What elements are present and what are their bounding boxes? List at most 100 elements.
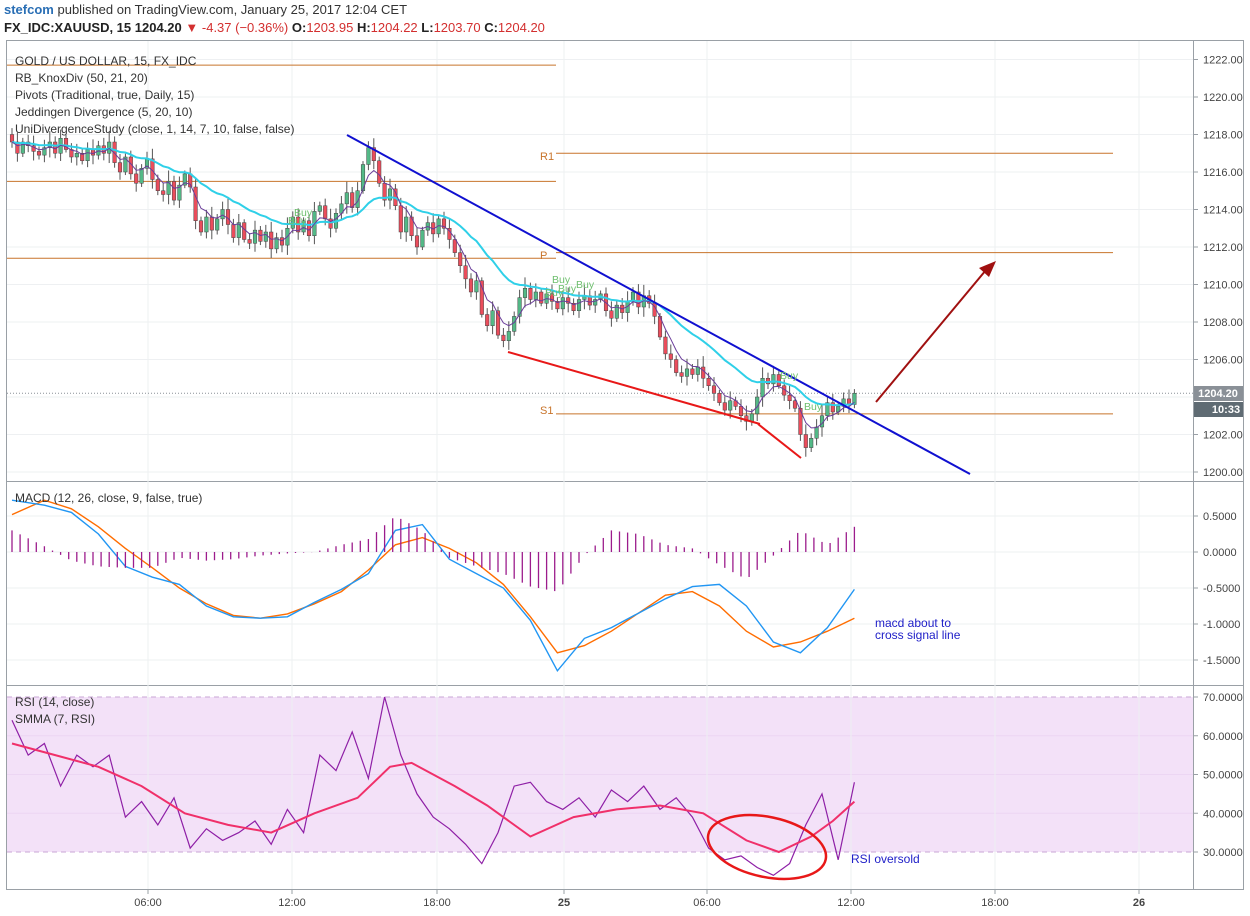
high-value: 1204.22: [370, 20, 418, 35]
y-tick-label: 1218.00: [1203, 130, 1243, 142]
price-axes[interactable]: 1200.001202.001204.001206.001208.001210.…: [1193, 55, 1243, 860]
price-change: -4.37 (−0.36%): [201, 20, 289, 35]
y-tick-label: 1220.00: [1203, 92, 1243, 104]
buy-label: Buy: [294, 207, 313, 219]
candle-body: [279, 237, 285, 246]
candle-body: [803, 434, 808, 448]
macd-line: [11, 499, 855, 673]
macd-annotation-line2: cross signal line: [875, 628, 961, 642]
candle-body: [452, 239, 457, 253]
symbol-name: FX_IDC:XAUUSD, 15: [4, 20, 132, 35]
candle-body: [112, 141, 117, 163]
candle-body: [668, 353, 673, 360]
candle-body: [614, 304, 619, 319]
x-tick-label: 26: [1133, 897, 1145, 909]
candle-body: [501, 334, 506, 341]
y-tick-label: 1208.00: [1203, 317, 1243, 329]
candle-body: [269, 231, 274, 250]
candle-body: [506, 331, 511, 341]
candle-body: [490, 310, 495, 326]
candle-body: [441, 218, 447, 229]
candle-body: [701, 366, 706, 379]
candle-body: [117, 162, 123, 173]
candle-body: [123, 156, 128, 173]
candle-body: [798, 408, 803, 435]
legend-pivots[interactable]: Pivots (Traditional, true, Daily, 15): [15, 88, 194, 102]
candle-body: [371, 147, 376, 161]
buy-label: Buy: [558, 283, 577, 295]
last-price-tag-label: 1204.20: [1198, 388, 1238, 400]
candle-body: [323, 205, 328, 220]
candle-body: [549, 293, 555, 302]
candle-body: [738, 406, 744, 416]
y-tick-label: 1214.00: [1203, 205, 1243, 217]
candle-body: [42, 147, 47, 156]
legend-knoxdiv[interactable]: RB_KnoxDiv (50, 21, 20): [15, 71, 148, 85]
candle-body: [566, 297, 571, 304]
candle-body: [236, 222, 241, 238]
author-name[interactable]: stefcom: [4, 2, 54, 17]
indicator-lines: [11, 141, 855, 429]
macd-legend[interactable]: MACD (12, 26, close, 9, false, true): [15, 491, 202, 505]
y-tick-label: 1212.00: [1203, 242, 1243, 254]
candle-body: [571, 303, 576, 311]
candle-body: [366, 147, 371, 165]
candle-body: [31, 145, 36, 152]
candle-body: [749, 413, 754, 422]
candle-body: [317, 205, 322, 212]
candle-body: [74, 153, 79, 158]
macd-tick-label: 0.0000: [1203, 547, 1237, 559]
candle-body: [247, 239, 252, 244]
candle-body: [242, 222, 247, 240]
trendline-blue[interactable]: [346, 134, 971, 475]
candle-body: [171, 181, 177, 201]
candle-body: [193, 186, 198, 221]
rsi-legend[interactable]: RSI (14, close): [15, 695, 94, 709]
arrowhead-icon: [979, 261, 996, 277]
rsi-tick-label: 40.0000: [1203, 808, 1243, 820]
candle-body: [717, 393, 722, 403]
chart-frame: [6, 40, 1244, 890]
x-tick-label: 12:00: [278, 897, 306, 909]
candle-body: [377, 160, 382, 184]
rsi-tick-label: 30.0000: [1203, 847, 1243, 859]
buy-label: Buy: [780, 370, 799, 382]
candle-body: [220, 209, 225, 220]
legend-symbol[interactable]: GOLD / US DOLLAR, 15, FX_IDC: [15, 54, 197, 68]
candle-body: [198, 220, 204, 233]
candle-body: [576, 299, 582, 311]
candles: [9, 128, 857, 457]
y-tick-label: 1216.00: [1203, 167, 1243, 179]
candle-body: [458, 252, 463, 266]
candle-body: [252, 229, 258, 244]
legend-jeddingen[interactable]: Jeddingen Divergence (5, 20, 10): [15, 105, 192, 119]
candle-body: [841, 398, 846, 407]
low-value: 1203.70: [433, 20, 481, 35]
candle-body: [468, 278, 474, 293]
candle-body: [809, 438, 814, 448]
buy-label: Buy: [804, 401, 823, 413]
legend-unidivergence[interactable]: UniDivergenceStudy (close, 1, 14, 7, 10,…: [15, 122, 294, 136]
trendline-red-short[interactable]: [757, 423, 802, 459]
candle-body: [690, 368, 695, 375]
close-value: 1204.20: [497, 20, 545, 35]
candle-body: [684, 368, 690, 377]
oversold-circle[interactable]: [702, 805, 832, 889]
candle-body: [674, 359, 679, 373]
candle-body: [560, 297, 565, 310]
candle-body: [609, 310, 614, 319]
smma-legend[interactable]: SMMA (7, RSI): [15, 712, 95, 726]
trendline-red-lower[interactable]: [507, 351, 761, 425]
high-label: H:: [356, 20, 371, 35]
candle-body: [360, 164, 366, 191]
time-axis[interactable]: 06:00 12:00 18:00 25 06:00 12:00 18:00 26: [134, 889, 1145, 909]
candle-body: [161, 190, 166, 195]
candle-body: [814, 426, 819, 439]
candle-body: [711, 385, 717, 394]
smma-line: [11, 742, 856, 854]
forecast-arrow[interactable]: [875, 269, 987, 403]
fast-ma-line: [11, 141, 855, 429]
rsi-tick-label: 60.0000: [1203, 731, 1243, 743]
candle-body: [301, 220, 306, 233]
